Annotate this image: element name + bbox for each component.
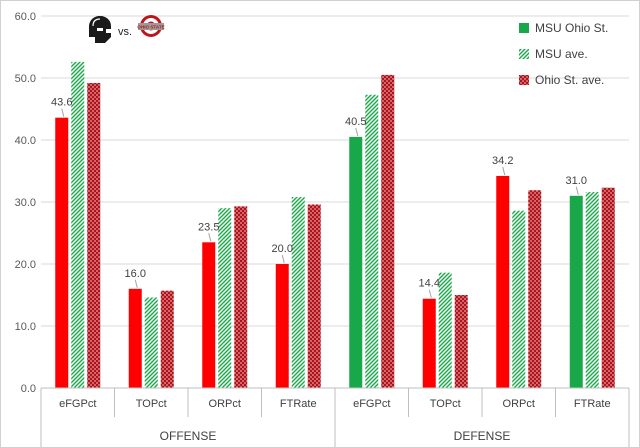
x-category-label: eFGPct xyxy=(59,398,96,410)
y-tick-label: 60.0 xyxy=(15,11,36,23)
vs-label: vs. xyxy=(118,26,132,38)
x-group-label: OFFENSE xyxy=(160,429,217,443)
data-label-leader xyxy=(134,279,138,288)
bar-msu-ave xyxy=(71,61,85,388)
data-label-leader xyxy=(502,166,506,176)
x-group-label: DEFENSE xyxy=(454,429,511,443)
bar-msu-ohio-st xyxy=(202,242,216,388)
bar-ohio-st-ave xyxy=(454,295,468,388)
legend-label: MSU ave. xyxy=(535,47,588,61)
y-tick-label: 50.0 xyxy=(15,73,36,85)
bar-msu-ohio-st xyxy=(275,264,289,388)
legend: MSU Ohio St. MSU ave. Ohio St. ave. xyxy=(519,21,608,87)
gridlines: 0.0 10.0 20.0 30.0 40.0 50.0 60.0 xyxy=(15,11,629,395)
data-label: 31.0 xyxy=(566,175,587,187)
spartan-helmet-icon xyxy=(89,16,111,43)
bar-ohio-st-ave xyxy=(87,82,101,389)
bar-msu-ave xyxy=(144,297,158,388)
data-label: 40.5 xyxy=(345,116,366,128)
data-label-leader xyxy=(428,289,432,298)
y-tick-label: 30.0 xyxy=(15,197,36,209)
data-label-leader xyxy=(61,108,65,117)
x-category-label: TOPct xyxy=(136,398,167,410)
legend-label: Ohio St. ave. xyxy=(535,73,604,87)
bar-msu-ohio-st xyxy=(569,195,583,388)
legend-swatch xyxy=(519,75,529,85)
legend-swatch xyxy=(519,49,529,59)
y-tick-label: 10.0 xyxy=(15,321,36,333)
bar-ohio-st-ave xyxy=(528,190,542,388)
bar-msu-ave xyxy=(512,210,526,388)
x-category-label: ORPct xyxy=(503,398,535,410)
bar-msu-ave xyxy=(365,94,379,389)
data-label: 34.2 xyxy=(492,155,513,167)
x-category-label: ORPct xyxy=(209,398,241,410)
bar-msu-ohio-st xyxy=(349,136,363,388)
data-label-leader xyxy=(575,186,579,195)
x-category-label: eFGPct xyxy=(353,398,390,410)
x-axis: eFGPct TOPct ORPct FTRate eFGPct TOPct ORPct FT… xyxy=(40,387,630,447)
bar-ohio-st-ave xyxy=(234,206,248,388)
bar-msu-ohio-st xyxy=(128,288,142,388)
x-category-label: FTRate xyxy=(574,398,611,410)
data-label-leader xyxy=(355,127,359,137)
bar-msu-ohio-st xyxy=(55,117,69,389)
bar-ohio-st-ave xyxy=(381,74,395,389)
data-label: 20.0 xyxy=(272,243,293,255)
legend-swatch xyxy=(519,23,529,33)
data-label: 43.6 xyxy=(51,97,72,109)
bar-msu-ohio-st xyxy=(496,175,510,388)
bar-msu-ave xyxy=(218,208,232,388)
bars xyxy=(55,61,615,389)
y-tick-label: 0.0 xyxy=(21,383,36,395)
x-category-label: TOPct xyxy=(430,398,461,410)
data-label: 16.0 xyxy=(125,268,146,280)
bar-ohio-st-ave xyxy=(307,204,321,388)
header-logos: vs. OHIO STATE xyxy=(89,15,165,43)
data-labels: 43.6 16.0 23.5 20.0 40.5 14.4 34.2 31.0 xyxy=(51,97,587,298)
bar-msu-ave xyxy=(585,192,599,388)
y-tick-label: 40.0 xyxy=(15,135,36,147)
x-category-label: FTRate xyxy=(280,398,317,410)
bar-ohio-st-ave xyxy=(160,290,174,388)
data-label-leader xyxy=(281,254,285,264)
y-tick-label: 20.0 xyxy=(15,259,36,271)
bar-msu-ave xyxy=(438,272,452,388)
ohio-state-logo-text: OHIO STATE xyxy=(137,25,164,30)
ohio-state-logo-icon: OHIO STATE xyxy=(137,15,165,37)
data-label-leader xyxy=(208,233,212,242)
data-label: 14.4 xyxy=(419,278,440,290)
bar-msu-ave xyxy=(291,197,305,388)
data-label: 23.5 xyxy=(198,221,219,233)
bar-ohio-st-ave xyxy=(601,187,615,388)
legend-label: MSU Ohio St. xyxy=(535,21,608,35)
bar-msu-ohio-st xyxy=(422,298,436,388)
